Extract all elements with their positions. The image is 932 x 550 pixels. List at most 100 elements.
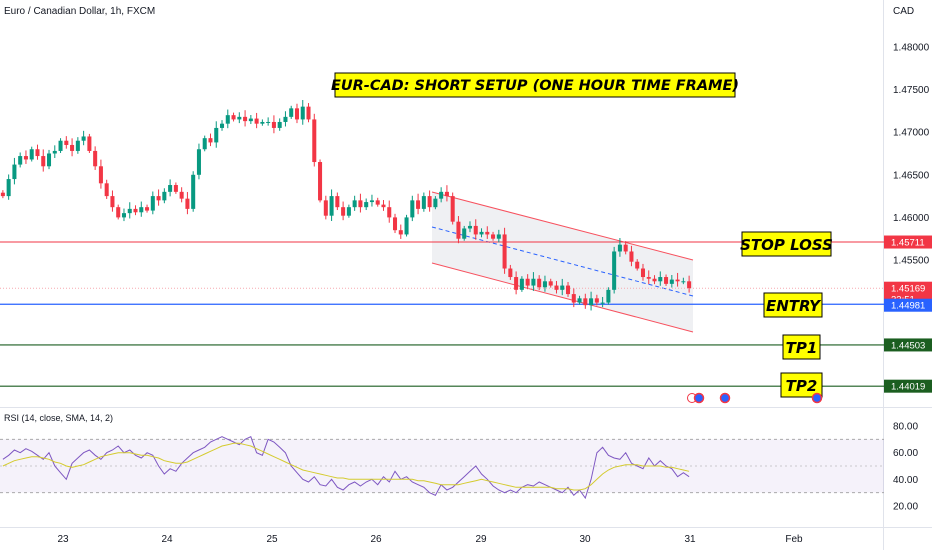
candle-body (369, 200, 374, 203)
candle-body (283, 116, 288, 122)
tp1-annotation: TP1 (786, 339, 818, 357)
candle-body (133, 208, 138, 213)
tp1-tag: 1.44503 (884, 338, 932, 352)
candle-body (548, 281, 553, 286)
candle-body (565, 285, 571, 295)
price-tick-label: 1.46500 (893, 170, 930, 181)
price-tick-label: 1.48000 (893, 43, 930, 54)
entry-box (763, 292, 823, 318)
candle-body (52, 150, 57, 154)
rsi-tick-label: 60.00 (893, 448, 918, 459)
entry-tag: 1.44981 (884, 298, 932, 312)
candle-body (479, 231, 484, 235)
candle-body (168, 185, 173, 192)
tp1-tag-bg (884, 338, 932, 352)
candle-body (381, 204, 386, 208)
candle-body (306, 106, 311, 120)
candle-body (410, 200, 415, 218)
rsi-tick-label: 80.00 (893, 422, 918, 433)
symbol-title: Euro / Canadian Dollar, 1h, FXCM (4, 6, 155, 17)
candle-body (254, 118, 259, 124)
current-price-tag-text: 1.45169 (891, 284, 925, 295)
candle-body (416, 200, 421, 209)
rsi-indicator-label: RSI (14, close, SMA, 14, 2) (4, 413, 113, 423)
candle-body (208, 138, 213, 143)
candle-body (237, 116, 242, 120)
candle-body (675, 279, 680, 282)
candle-body (58, 140, 63, 151)
candle-body (623, 244, 628, 252)
candle-body (485, 231, 490, 235)
entry-tag-bg (884, 298, 932, 312)
candle-body (456, 221, 461, 239)
candle-body (260, 121, 265, 124)
price-axis: 1.48000 1.47500 1.47000 1.46500 1.46000 1.455… (893, 43, 930, 513)
candle-body (600, 302, 605, 304)
event-flag-icon[interactable] (719, 392, 731, 404)
candle-body (473, 225, 478, 235)
candle-body (191, 174, 196, 209)
tp2-tag: 1.44019 (884, 379, 932, 393)
candle-body (231, 115, 236, 120)
candle-body (81, 136, 86, 141)
price-tick-label: 1.47000 (893, 128, 930, 139)
candle-body (46, 153, 52, 167)
candle-body (271, 121, 276, 128)
candle-body (427, 196, 432, 208)
candle-body (75, 140, 80, 151)
candle-body (173, 185, 178, 192)
tp1-box (782, 334, 821, 360)
entry-tag-text: 1.44981 (891, 301, 925, 312)
candle-body (669, 279, 674, 284)
candle-body (23, 156, 28, 160)
candle-body (467, 225, 473, 229)
time-tick-label: 24 (161, 534, 173, 545)
candle-body (617, 244, 622, 252)
candle-body (519, 278, 524, 290)
candle-body (29, 149, 34, 160)
event-flag-icon[interactable] (693, 392, 705, 404)
rsi-line (2, 436, 690, 500)
rsi-ma-line (2, 442, 690, 491)
candle-body (116, 207, 121, 218)
currency-label: CAD (893, 6, 914, 17)
time-tick-label: 23 (57, 534, 69, 545)
rsi-tick-label: 40.00 (893, 475, 918, 486)
candle-body (450, 196, 455, 222)
headline-box (334, 72, 736, 98)
event-flag-icon[interactable] (811, 392, 823, 404)
candle-body (127, 208, 132, 214)
candle-body (433, 198, 438, 208)
candle-body (329, 196, 334, 216)
candle-body (323, 200, 328, 216)
candle-body (439, 191, 444, 199)
candle-body (577, 298, 582, 303)
price-tick-label: 1.47500 (893, 85, 930, 96)
candle-body (335, 196, 340, 208)
candle-body (571, 294, 576, 303)
tp2-annotation: TP2 (786, 377, 818, 395)
candle-body (225, 115, 230, 124)
candle-body (646, 277, 651, 279)
candle-body (35, 149, 40, 157)
candle-body (404, 217, 409, 235)
candle-body (496, 234, 501, 239)
stop-loss-tag: 1.45711 (884, 235, 932, 249)
candle-body (491, 234, 496, 239)
channel-lower-line (431, 262, 694, 333)
time-axis: 23 24 25 26 29 30 31 Feb (57, 534, 803, 545)
candle-body (612, 251, 617, 290)
candle-body (387, 207, 392, 218)
candle-body (266, 121, 271, 123)
candle-body (219, 123, 225, 128)
stop-loss-annotation: STOP LOSS (740, 236, 833, 254)
candle-body (202, 138, 207, 150)
candle-body (70, 144, 75, 151)
candle-body (687, 281, 692, 289)
event-markers[interactable] (687, 392, 823, 404)
candle-body (139, 207, 144, 213)
time-tick-label: 25 (266, 534, 278, 545)
